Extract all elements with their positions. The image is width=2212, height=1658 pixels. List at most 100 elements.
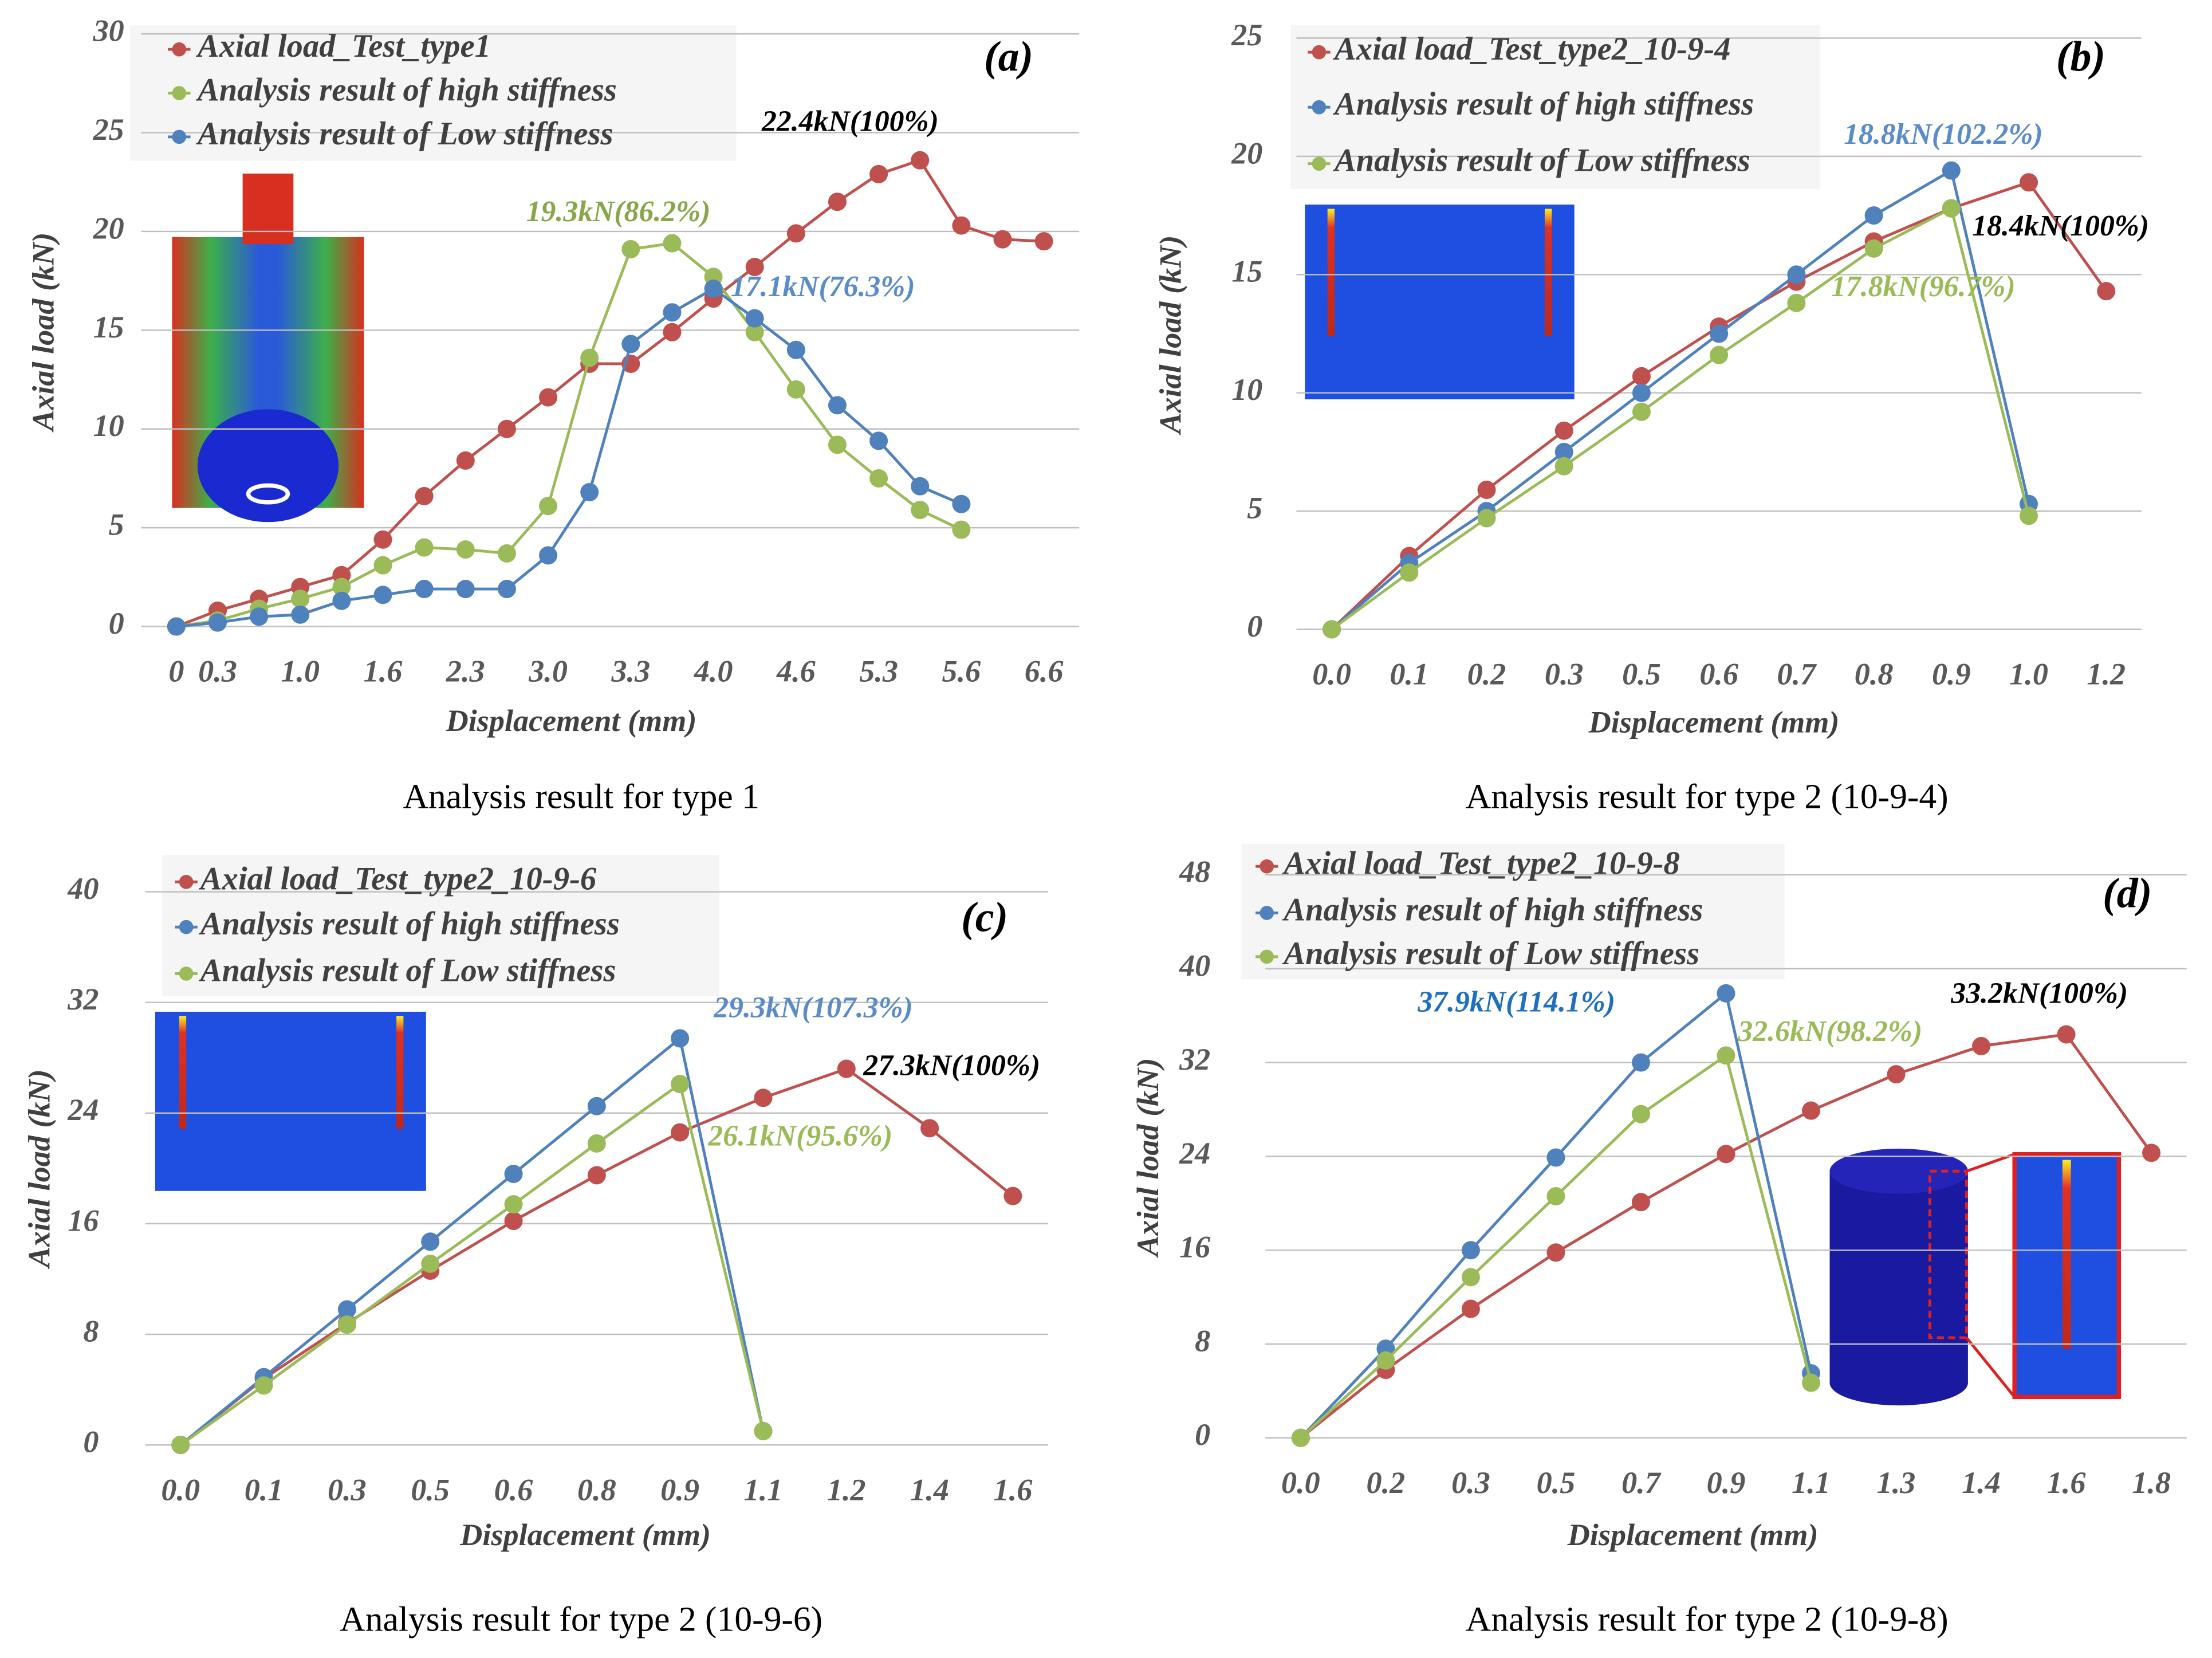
data-point — [671, 1123, 690, 1142]
data-point — [421, 1254, 440, 1273]
legend-marker — [1259, 906, 1274, 920]
data-point — [254, 1376, 273, 1395]
data-point — [952, 520, 971, 539]
panel: 0 8 16 24 32 40 48 0.0 0.2 0.3 0.5 0.7 0.9 1.1 1.3 1.4 1… — [1131, 843, 2187, 1639]
data-point — [1887, 1065, 1906, 1084]
y-axis-label: Axial load (kN) — [26, 233, 61, 433]
data-point — [580, 483, 599, 502]
data-point — [2142, 1144, 2161, 1162]
inset-c — [155, 1011, 426, 1191]
data-point — [504, 1212, 523, 1231]
x-tick-label: 2.3 — [446, 654, 485, 689]
legend-marker — [179, 920, 194, 934]
data-point — [332, 591, 351, 610]
data-point — [456, 540, 475, 559]
data-point — [1477, 509, 1496, 528]
data-point — [1631, 1053, 1650, 1072]
y-tick-label: 15 — [1231, 254, 1262, 289]
y-tick-label: 25 — [1231, 18, 1262, 52]
data-point — [456, 451, 475, 470]
legend-box — [129, 25, 737, 161]
panel-label: (c) — [961, 893, 1008, 940]
data-point — [373, 556, 392, 575]
data-point — [2020, 173, 2038, 192]
data-point — [663, 323, 682, 341]
data-point — [415, 580, 434, 599]
x-tick-label: 0.2 — [1367, 1466, 1406, 1500]
legend-label: Analysis result of Low stiffness — [1282, 936, 1699, 972]
y-tick-label: 10 — [93, 408, 124, 443]
legend-label: Axial load_Test_type2_10-9-8 — [1282, 846, 1680, 881]
data-point — [1546, 1148, 1565, 1167]
data-point — [1787, 293, 1806, 312]
x-axis-label: Displacement (mm) — [459, 1518, 711, 1552]
x-axis-label: Displacement (mm) — [1588, 705, 1840, 739]
data-point — [1632, 367, 1651, 386]
annotation: 29.3kN(107.3%) — [713, 991, 913, 1024]
inset-b — [1305, 205, 1575, 400]
x-tick-label: 0.8 — [1855, 657, 1894, 692]
data-point — [456, 580, 475, 599]
x-tick-label: 1.1 — [744, 1472, 783, 1507]
legend-label: Axial load_Test_type2_10-9-6 — [199, 861, 597, 897]
data-point — [415, 486, 434, 505]
legend-label: Analysis result of high stiffness — [1282, 893, 1703, 928]
annotation: 33.2kN(100%) — [1950, 977, 2128, 1010]
data-point — [1864, 206, 1883, 225]
x-tick-label: 1.0 — [281, 654, 320, 689]
data-point — [415, 538, 434, 557]
x-tick-label: 1.2 — [2087, 657, 2126, 692]
data-point — [1717, 1046, 1735, 1065]
y-tick-label: 24 — [67, 1093, 99, 1127]
data-point — [1802, 1373, 1821, 1392]
legend-label: Analysis result of high stiffness — [196, 73, 617, 108]
data-point — [1034, 232, 1053, 251]
x-tick-label: 0.3 — [198, 654, 237, 689]
legend-label: Analysis result of high stiffness — [1333, 87, 1754, 122]
data-point — [952, 216, 971, 235]
data-point — [1802, 1101, 1821, 1120]
panel: 0 8 16 24 32 40 0.0 0.1 0.3 0.5 0.6 0.8 0.9 1.1 1.2 1.4… — [22, 855, 1049, 1639]
legend-marker — [1259, 859, 1274, 874]
data-point — [539, 388, 558, 407]
y-tick-label: 8 — [1195, 1323, 1210, 1358]
data-point — [1546, 1187, 1565, 1206]
x-tick-label: 3.3 — [611, 654, 650, 689]
x-tick-label: 0.7 — [1621, 1466, 1662, 1500]
data-point — [587, 1097, 606, 1115]
legend-label: Axial load_Test_type2_10-9-4 — [1333, 32, 1731, 67]
x-tick-label: 1.1 — [1792, 1466, 1831, 1500]
y-tick-label: 10 — [1231, 372, 1262, 407]
data-point — [1546, 1243, 1565, 1262]
data-point — [1787, 265, 1806, 284]
data-point — [167, 617, 186, 636]
annotation: 27.3kN(100%) — [863, 1049, 1040, 1082]
legend-box — [162, 855, 720, 996]
data-point — [952, 494, 971, 513]
data-point — [754, 1421, 773, 1440]
x-tick-label: 0 — [168, 654, 184, 689]
data-point — [1554, 442, 1573, 461]
x-tick-label: 4.0 — [694, 654, 733, 689]
data-point — [621, 239, 640, 258]
data-point — [745, 323, 764, 341]
series-line — [175, 158, 1044, 628]
data-point — [1554, 421, 1573, 440]
y-tick-label: 0 — [1247, 609, 1262, 643]
legend-label: Analysis result of high stiffness — [199, 906, 620, 942]
y-tick-label: 5 — [1247, 491, 1262, 525]
data-point — [587, 1166, 606, 1185]
data-point — [337, 1300, 356, 1319]
data-point — [993, 230, 1012, 249]
annotation: 22.4kN(100%) — [761, 105, 939, 138]
data-point — [869, 469, 888, 488]
x-tick-label: 0.9 — [1932, 657, 1971, 692]
annotation: 17.8kN(96.7%) — [1831, 270, 2016, 303]
y-tick-label: 15 — [93, 310, 124, 344]
y-axis-label: Axial load (kN) — [1154, 235, 1188, 435]
data-point — [869, 431, 888, 450]
legend-marker — [1312, 100, 1327, 115]
data-point — [1631, 1193, 1650, 1212]
data-point — [920, 1119, 939, 1138]
